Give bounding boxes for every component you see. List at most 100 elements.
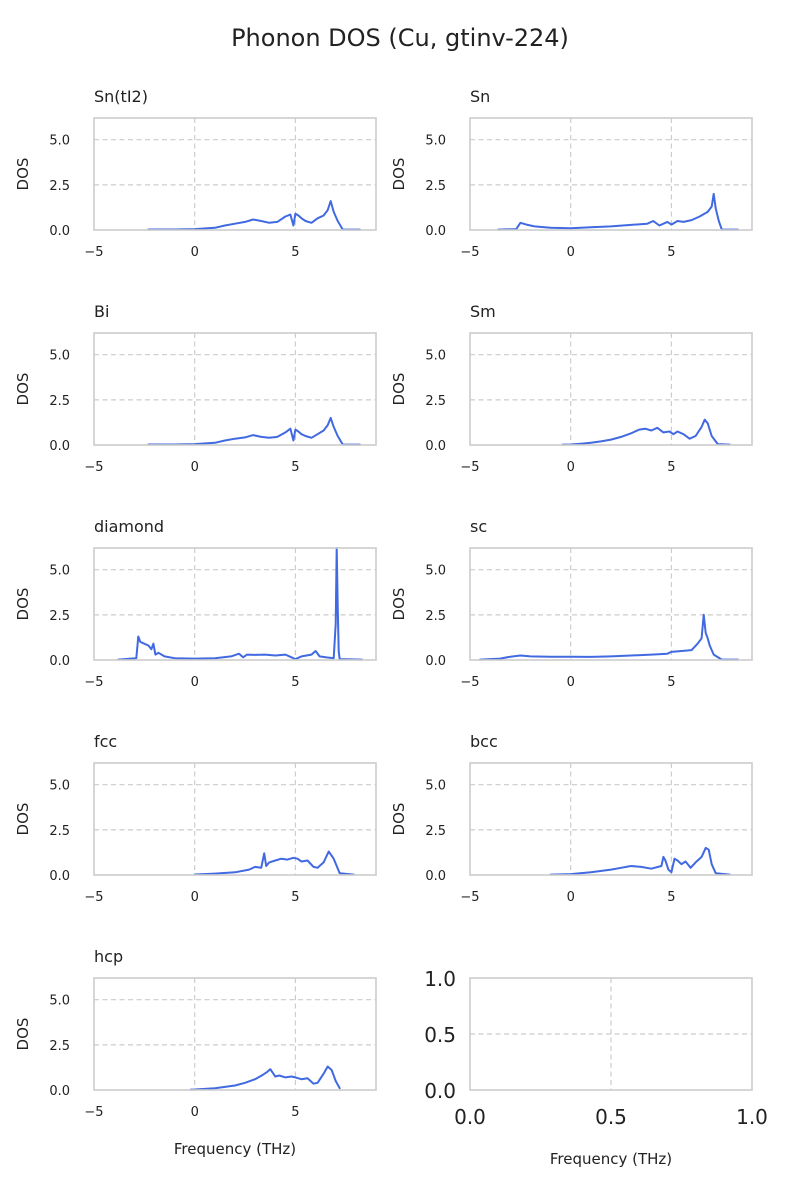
- subplot-7: −5 0 5 0.0 2.5 5.0 bcc DOS: [390, 732, 753, 905]
- y-tick-label: 5.0: [425, 349, 446, 364]
- y-tick-label: 2.5: [49, 609, 70, 624]
- x-tick-label: 1.0: [736, 1105, 768, 1129]
- subplot-0: −5 0 5 0.0 2.5 5.0 Sn(tI2) DOS: [14, 87, 377, 260]
- subplot-9: 0.0 0.5 1.0 0.0 0.5 1.0 Frequency (THz): [424, 967, 768, 1168]
- axes-frame: [93, 977, 377, 1091]
- subplot-8: −5 0 5 0.0 2.5 5.0 hcp DOS Frequency (THz): [14, 947, 377, 1158]
- y-tick-label: 2.5: [49, 179, 70, 194]
- x-tick-label: 0: [567, 460, 575, 475]
- y-tick-label: 0.0: [425, 654, 446, 669]
- x-tick-label: 5: [667, 245, 675, 260]
- y-tick-label: 5.0: [49, 564, 70, 579]
- axes-frame: [469, 332, 753, 446]
- dos-series-line: [561, 418, 731, 446]
- x-tick-label: −5: [460, 460, 479, 475]
- x-tick-label: 5: [667, 460, 675, 475]
- y-tick-label: 5.0: [425, 134, 446, 149]
- axes-frame: [469, 977, 753, 1091]
- subplot-6: −5 0 5 0.0 2.5 5.0 fcc DOS: [14, 732, 377, 905]
- subplot-grid: −5 0 5 0.0 2.5 5.0 Sn(tI2) DOS −5 0 5 0.0 2.5 5.0 Sn DO…: [14, 87, 768, 1168]
- subplot-title: fcc: [94, 732, 117, 751]
- y-tick-label: 2.5: [425, 609, 446, 624]
- dos-series-line: [479, 613, 739, 661]
- y-tick-label: 0.0: [49, 1084, 70, 1099]
- axes-frame: [93, 762, 377, 876]
- x-tick-label: 5: [291, 460, 299, 475]
- x-tick-label: 5: [667, 675, 675, 690]
- x-tick-label: 0: [191, 675, 199, 690]
- y-tick-label: 2.5: [49, 824, 70, 839]
- x-tick-label: 5: [667, 890, 675, 905]
- y-tick-label: 2.5: [425, 179, 446, 194]
- x-tick-label: 0: [191, 890, 199, 905]
- y-tick-label: 0.0: [49, 654, 70, 669]
- axes-frame: [469, 117, 753, 231]
- subplot-1: −5 0 5 0.0 2.5 5.0 Sn DOS: [390, 87, 753, 260]
- y-axis-label: DOS: [14, 373, 32, 406]
- x-tick-label: 5: [291, 890, 299, 905]
- x-tick-label: 0.0: [454, 1105, 486, 1129]
- subplot-3: −5 0 5 0.0 2.5 5.0 Sm DOS: [390, 302, 753, 475]
- x-tick-label: −5: [84, 460, 103, 475]
- x-tick-label: 0: [191, 1105, 199, 1120]
- y-tick-label: 0.0: [49, 439, 70, 454]
- x-tick-label: 0: [191, 245, 199, 260]
- axes-frame: [469, 547, 753, 661]
- axes-frame: [93, 547, 377, 661]
- subplot-title: Sn(tI2): [94, 87, 148, 106]
- y-axis-label: DOS: [14, 1018, 32, 1051]
- x-tick-label: 5: [291, 675, 299, 690]
- y-axis-label: DOS: [390, 158, 408, 191]
- axes-frame: [469, 762, 753, 876]
- subplot-4: −5 0 5 0.0 2.5 5.0 diamond DOS: [14, 517, 377, 690]
- y-tick-label: 2.5: [425, 824, 446, 839]
- y-axis-label: DOS: [390, 588, 408, 621]
- x-tick-label: −5: [460, 675, 479, 690]
- x-tick-label: 0: [567, 890, 575, 905]
- dos-series-line: [497, 192, 739, 231]
- x-tick-label: 0: [567, 245, 575, 260]
- dos-series-line: [147, 416, 361, 446]
- x-tick-label: −5: [84, 675, 103, 690]
- y-tick-label: 0.0: [49, 869, 70, 884]
- y-tick-label: 5.0: [49, 994, 70, 1009]
- y-axis-label: DOS: [390, 373, 408, 406]
- y-tick-label: 0.0: [425, 869, 446, 884]
- y-tick-label: 0.0: [424, 1079, 456, 1103]
- x-tick-label: −5: [460, 245, 479, 260]
- y-tick-label: 5.0: [49, 134, 70, 149]
- dos-series-line: [193, 850, 355, 876]
- y-tick-label: 0.5: [424, 1023, 456, 1047]
- subplot-2: −5 0 5 0.0 2.5 5.0 Bi DOS: [14, 302, 377, 475]
- y-tick-label: 5.0: [49, 779, 70, 794]
- dos-series-line: [189, 1065, 341, 1091]
- x-tick-label: 5: [291, 1105, 299, 1120]
- y-tick-label: 0.0: [49, 224, 70, 239]
- x-tick-label: 5: [291, 245, 299, 260]
- subplot-title: diamond: [94, 517, 164, 536]
- dos-series-line: [549, 846, 731, 876]
- dos-series-line: [117, 547, 363, 661]
- y-axis-label: DOS: [390, 803, 408, 836]
- x-tick-label: −5: [84, 245, 103, 260]
- dos-series-line: [147, 200, 361, 231]
- subplot-title: sc: [470, 517, 487, 536]
- axes-frame: [93, 332, 377, 446]
- y-axis-label: DOS: [14, 803, 32, 836]
- subplot-title: Sm: [470, 302, 496, 321]
- x-tick-label: −5: [84, 1105, 103, 1120]
- y-tick-label: 2.5: [425, 394, 446, 409]
- y-tick-label: 2.5: [49, 1039, 70, 1054]
- axes-frame: [93, 117, 377, 231]
- x-axis-label: Frequency (THz): [550, 1150, 672, 1168]
- y-tick-label: 5.0: [425, 564, 446, 579]
- y-axis-label: DOS: [14, 158, 32, 191]
- y-tick-label: 0.0: [425, 439, 446, 454]
- x-axis-label: Frequency (THz): [174, 1140, 296, 1158]
- subplot-title: Sn: [470, 87, 490, 106]
- x-tick-label: −5: [84, 890, 103, 905]
- y-axis-label: DOS: [14, 588, 32, 621]
- x-tick-label: 0: [191, 460, 199, 475]
- x-tick-label: 0: [567, 675, 575, 690]
